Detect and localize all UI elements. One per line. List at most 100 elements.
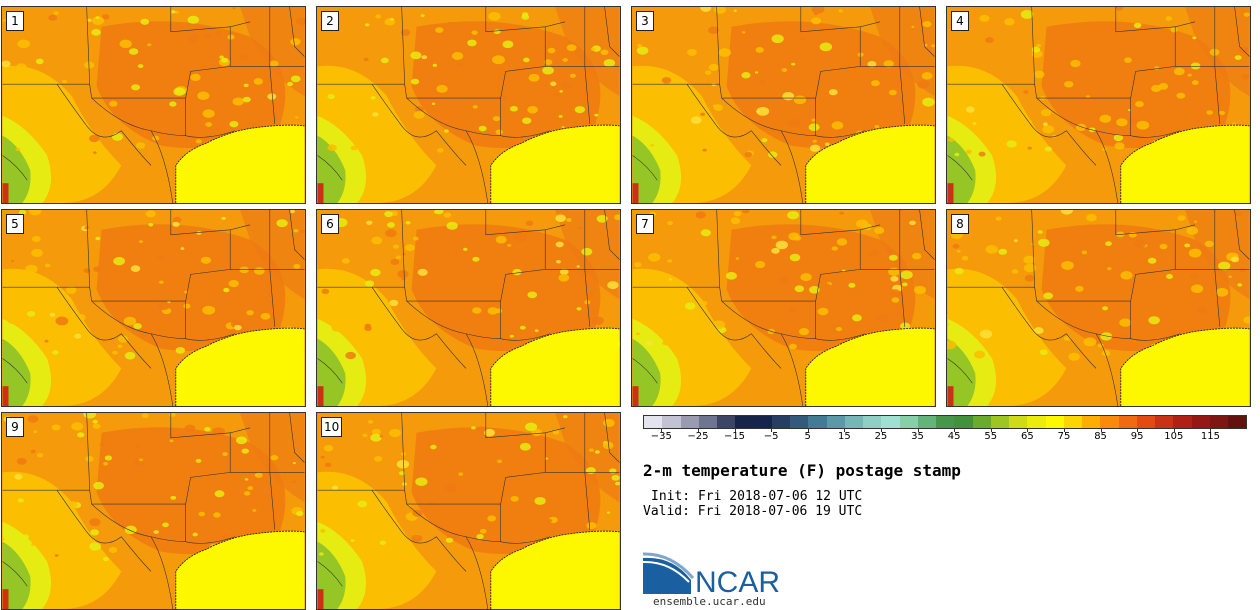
colorbar-swatch <box>790 416 809 428</box>
member-map-6 <box>317 210 620 406</box>
member-panel-4: 4 <box>946 6 1251 204</box>
colorbar-swatch <box>753 416 772 428</box>
member-map-10 <box>317 413 620 609</box>
member-number-label: 1 <box>6 11 24 31</box>
init-time: Init: Fri 2018-07-06 12 UTC <box>651 489 863 504</box>
colorbar-swatch <box>954 416 973 428</box>
colorbar-swatch <box>1100 416 1119 428</box>
colorbar-tick <box>990 429 992 432</box>
member-map-2 <box>317 7 620 203</box>
member-number-label: 5 <box>6 214 24 234</box>
member-map-4 <box>947 7 1250 203</box>
colorbar-tick-labels: −35 −25 −15 −5 5 15 25 35 45 55 65 75 85 95 105 115 <box>643 431 1247 447</box>
member-panel-10: 10 <box>316 412 621 610</box>
colorbar-swatch <box>990 416 1009 428</box>
colorbar-tick-label: 45 <box>947 431 961 442</box>
colorbar-tick <box>844 429 846 432</box>
member-panel-1: 1 <box>1 6 306 204</box>
colorbar-tick-label: −25 <box>687 431 709 442</box>
colorbar-tickmarks <box>643 429 1247 433</box>
colorbar-swatch <box>698 416 717 428</box>
colorbar-swatch <box>881 416 900 428</box>
colorbar-swatch <box>1118 416 1137 428</box>
colorbar-swatch <box>735 416 754 428</box>
member-map-1 <box>2 7 305 203</box>
member-map-3 <box>632 7 935 203</box>
colorbar-swatch <box>680 416 699 428</box>
colorbar-swatch <box>771 416 790 428</box>
member-map-9 <box>2 413 305 609</box>
colorbar-swatch <box>1228 416 1247 428</box>
colorbar-tick-label: −15 <box>723 431 746 442</box>
colorbar-swatch <box>808 416 827 428</box>
colorbar-swatch <box>1155 416 1174 428</box>
colorbar-tick-label: 105 <box>1164 431 1184 442</box>
colorbar-tick-label: 35 <box>911 431 924 442</box>
colorbar-swatch <box>1063 416 1082 428</box>
colorbar-swatch <box>662 416 681 428</box>
colorbar-tick <box>1210 429 1212 432</box>
colorbar-tick <box>661 429 663 432</box>
ncar-url-link[interactable]: ensemble.ucar.edu <box>653 595 766 608</box>
ncar-logo: NCAR <box>643 552 780 596</box>
member-number-label: 8 <box>951 214 969 234</box>
member-map-8 <box>947 210 1250 406</box>
member-panel-9: 9 <box>1 412 306 610</box>
colorbar-tick <box>917 429 919 432</box>
colorbar-swatch <box>644 416 663 428</box>
colorbar-swatch <box>863 416 882 428</box>
ncar-logo-text: NCAR <box>695 566 780 596</box>
member-panel-2: 2 <box>316 6 621 204</box>
colorbar-tick-label: 95 <box>1130 431 1144 442</box>
colorbar-tick <box>880 429 882 432</box>
colorbar-tick-label: 15 <box>837 431 851 442</box>
colorbar-tick-label: 75 <box>1057 431 1071 442</box>
colorbar-swatch <box>1082 416 1101 428</box>
colorbar-tick-label: −35 <box>650 431 672 442</box>
colorbar-tick <box>771 429 773 432</box>
member-panel-6: 6 <box>316 209 621 407</box>
colorbar-swatch <box>1191 416 1210 428</box>
colorbar-swatch <box>844 416 863 428</box>
member-number-label: 10 <box>321 417 343 437</box>
member-number-label: 2 <box>321 11 339 31</box>
colorbar-swatch <box>1009 416 1028 428</box>
colorbar-swatch <box>1173 416 1192 428</box>
member-number-label: 9 <box>6 417 24 437</box>
colorbar-tick-label: 85 <box>1094 431 1107 442</box>
member-number-label: 3 <box>636 11 654 31</box>
colorbar-tick <box>734 429 736 432</box>
colorbar-swatch <box>1209 416 1228 428</box>
colorbar-swatch <box>917 416 936 428</box>
member-number-label: 6 <box>321 214 339 234</box>
member-panel-5: 5 <box>1 209 306 407</box>
colorbar-tick-label: 25 <box>874 431 888 442</box>
colorbar-tick <box>1027 429 1029 432</box>
member-panel-7: 7 <box>631 209 936 407</box>
colorbar-swatch <box>1027 416 1046 428</box>
member-panel-3: 3 <box>631 6 936 204</box>
temperature-colorbar <box>643 415 1247 429</box>
colorbar-tick <box>1137 429 1139 432</box>
colorbar-tick-label: −5 <box>763 431 779 442</box>
colorbar-tick <box>954 429 956 432</box>
colorbar-swatch <box>972 416 991 428</box>
member-panel-8: 8 <box>946 209 1251 407</box>
colorbar-tick-label: 65 <box>1020 431 1034 442</box>
colorbar-tick <box>1100 429 1102 432</box>
colorbar-tick-label: 115 <box>1200 431 1220 442</box>
colorbar-tick <box>1173 429 1175 432</box>
member-number-label: 7 <box>636 214 654 234</box>
colorbar-swatch <box>717 416 736 428</box>
colorbar-swatch <box>899 416 918 428</box>
colorbar-tick-label: 5 <box>804 431 811 442</box>
chart-title: 2-m temperature (F) postage stamp <box>643 461 961 480</box>
member-map-5 <box>2 210 305 406</box>
colorbar-tick <box>1063 429 1065 432</box>
colorbar-swatch <box>826 416 845 428</box>
colorbar-swatch <box>1045 416 1064 428</box>
member-number-label: 4 <box>951 11 969 31</box>
colorbar-tick <box>697 429 699 432</box>
colorbar-tick <box>807 429 809 432</box>
colorbar-swatch <box>936 416 955 428</box>
